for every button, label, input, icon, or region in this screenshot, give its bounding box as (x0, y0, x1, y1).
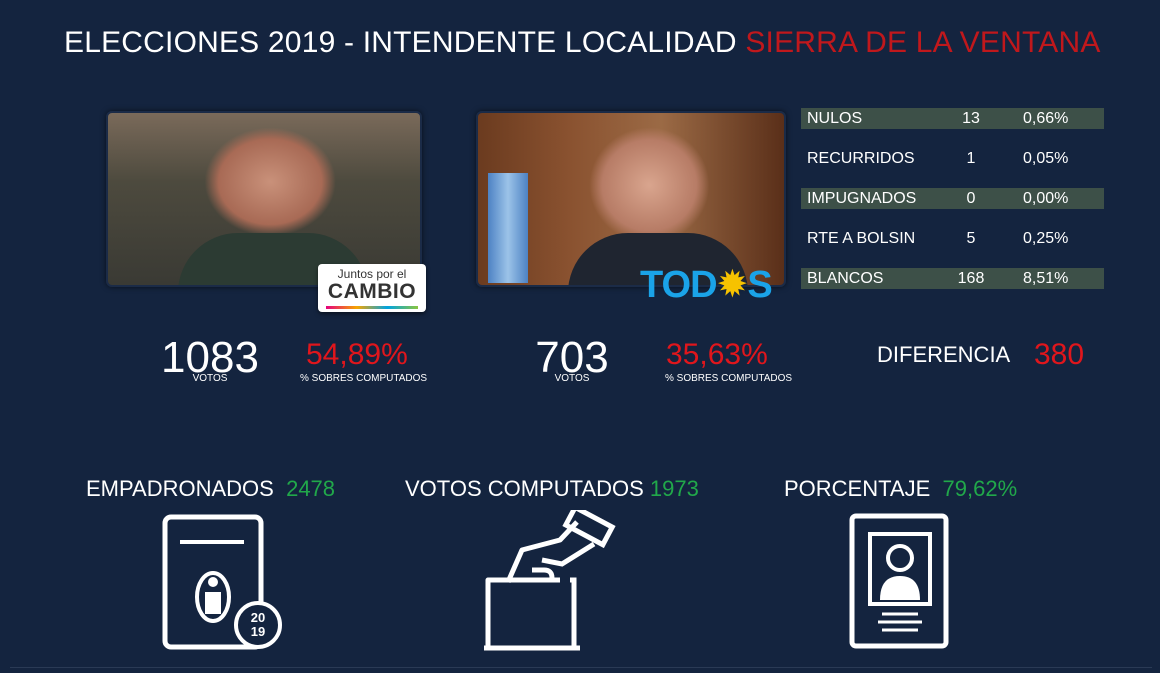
frente-de-todos-logo: TOD✹S (640, 264, 773, 306)
candidate-1-votes: 1083 (161, 333, 259, 382)
candidate-1-photo (106, 111, 422, 287)
votos-computados: VOTOS COMPUTADOS 1973 (405, 476, 699, 501)
title-main: ELECCIONES 2019 - INTENDENTE LOCALIDAD (64, 26, 746, 59)
porcentaje: PORCENTAJE 79,62% (784, 476, 1018, 501)
electoral-roll-icon: 20 19 (162, 514, 282, 650)
footer-divider (10, 667, 1152, 668)
year-bottom: 19 (251, 624, 265, 639)
title-locality: SIERRA DE LA VENTANA (745, 26, 1101, 59)
stats-row-nulos: NULOS 13 0,66% (801, 108, 1104, 129)
page-title: ELECCIONES 2019 - INTENDENTE LOCALIDAD S… (64, 26, 1101, 60)
candidate-1-percent-label: % SOBRES COMPUTADOS (300, 373, 428, 384)
stats-row-blancos: BLANCOS 168 8,51% (801, 268, 1104, 289)
sun-icon: ✹ (716, 264, 749, 306)
empadronados: EMPADRONADOS 2478 (86, 476, 336, 501)
candidate-1-votes-label: VOTOS (192, 373, 228, 384)
stats-row-recurridos: RECURRIDOS 1 0,05% (807, 150, 1069, 167)
vote-stats-table: NULOS 13 0,66% RECURRIDOS 1 0,05% IMPUGNADOS… (801, 108, 1104, 308)
difference-value: 380 (1034, 338, 1085, 371)
candidate-2-votes: 703 (535, 333, 609, 382)
difference-label: DIFERENCIA (877, 342, 1011, 367)
candidate-2-percent-label: % SOBRES COMPUTADOS (665, 373, 793, 384)
stats-row-rte-a-bolsin: RTE A BOLSIN 5 0,25% (807, 230, 1069, 247)
juntos-por-el-cambio-logo: Juntos por el CAMBIO (318, 264, 426, 312)
candidate-2-photo (476, 111, 786, 287)
candidate-2-votes-label: VOTOS (554, 373, 590, 384)
ballot-box-icon (484, 510, 616, 651)
year-top: 20 (251, 610, 265, 625)
stats-row-impugnados: IMPUGNADOS 0 0,00% (801, 188, 1104, 209)
candidate-2-percent: 35,63% (666, 338, 768, 371)
id-card-icon (849, 513, 949, 649)
candidate-1-percent: 54,89% (306, 338, 408, 371)
